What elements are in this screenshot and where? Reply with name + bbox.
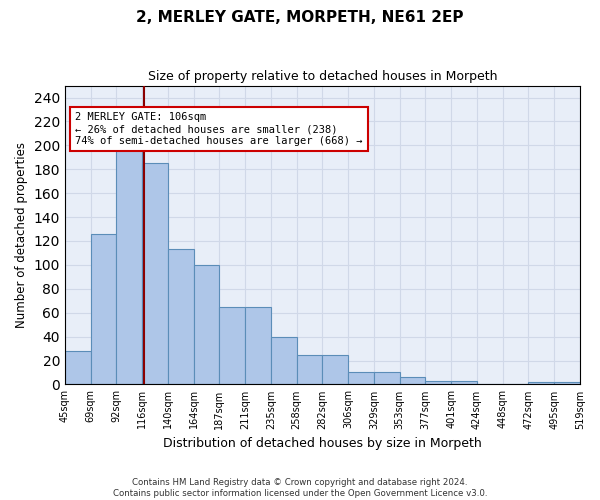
Title: Size of property relative to detached houses in Morpeth: Size of property relative to detached ho…: [148, 70, 497, 83]
Bar: [245, 306, 271, 384]
Bar: [348, 372, 374, 384]
Bar: [91, 234, 116, 384]
Text: 2, MERLEY GATE, MORPETH, NE61 2EP: 2, MERLEY GATE, MORPETH, NE61 2EP: [136, 10, 464, 25]
Bar: [116, 149, 142, 384]
Bar: [425, 381, 451, 384]
Bar: [400, 378, 425, 384]
X-axis label: Distribution of detached houses by size in Morpeth: Distribution of detached houses by size …: [163, 437, 482, 450]
Bar: [451, 381, 477, 384]
Bar: [529, 382, 554, 384]
Text: 2 MERLEY GATE: 106sqm
← 26% of detached houses are smaller (238)
74% of semi-det: 2 MERLEY GATE: 106sqm ← 26% of detached …: [75, 112, 363, 146]
Bar: [554, 382, 580, 384]
Y-axis label: Number of detached properties: Number of detached properties: [15, 142, 28, 328]
Bar: [297, 354, 322, 384]
Bar: [168, 250, 194, 384]
Bar: [374, 372, 400, 384]
Bar: [322, 354, 348, 384]
Bar: [65, 351, 91, 384]
Bar: [142, 164, 168, 384]
Bar: [271, 336, 297, 384]
Bar: [220, 306, 245, 384]
Text: Contains HM Land Registry data © Crown copyright and database right 2024.
Contai: Contains HM Land Registry data © Crown c…: [113, 478, 487, 498]
Bar: [194, 265, 220, 384]
